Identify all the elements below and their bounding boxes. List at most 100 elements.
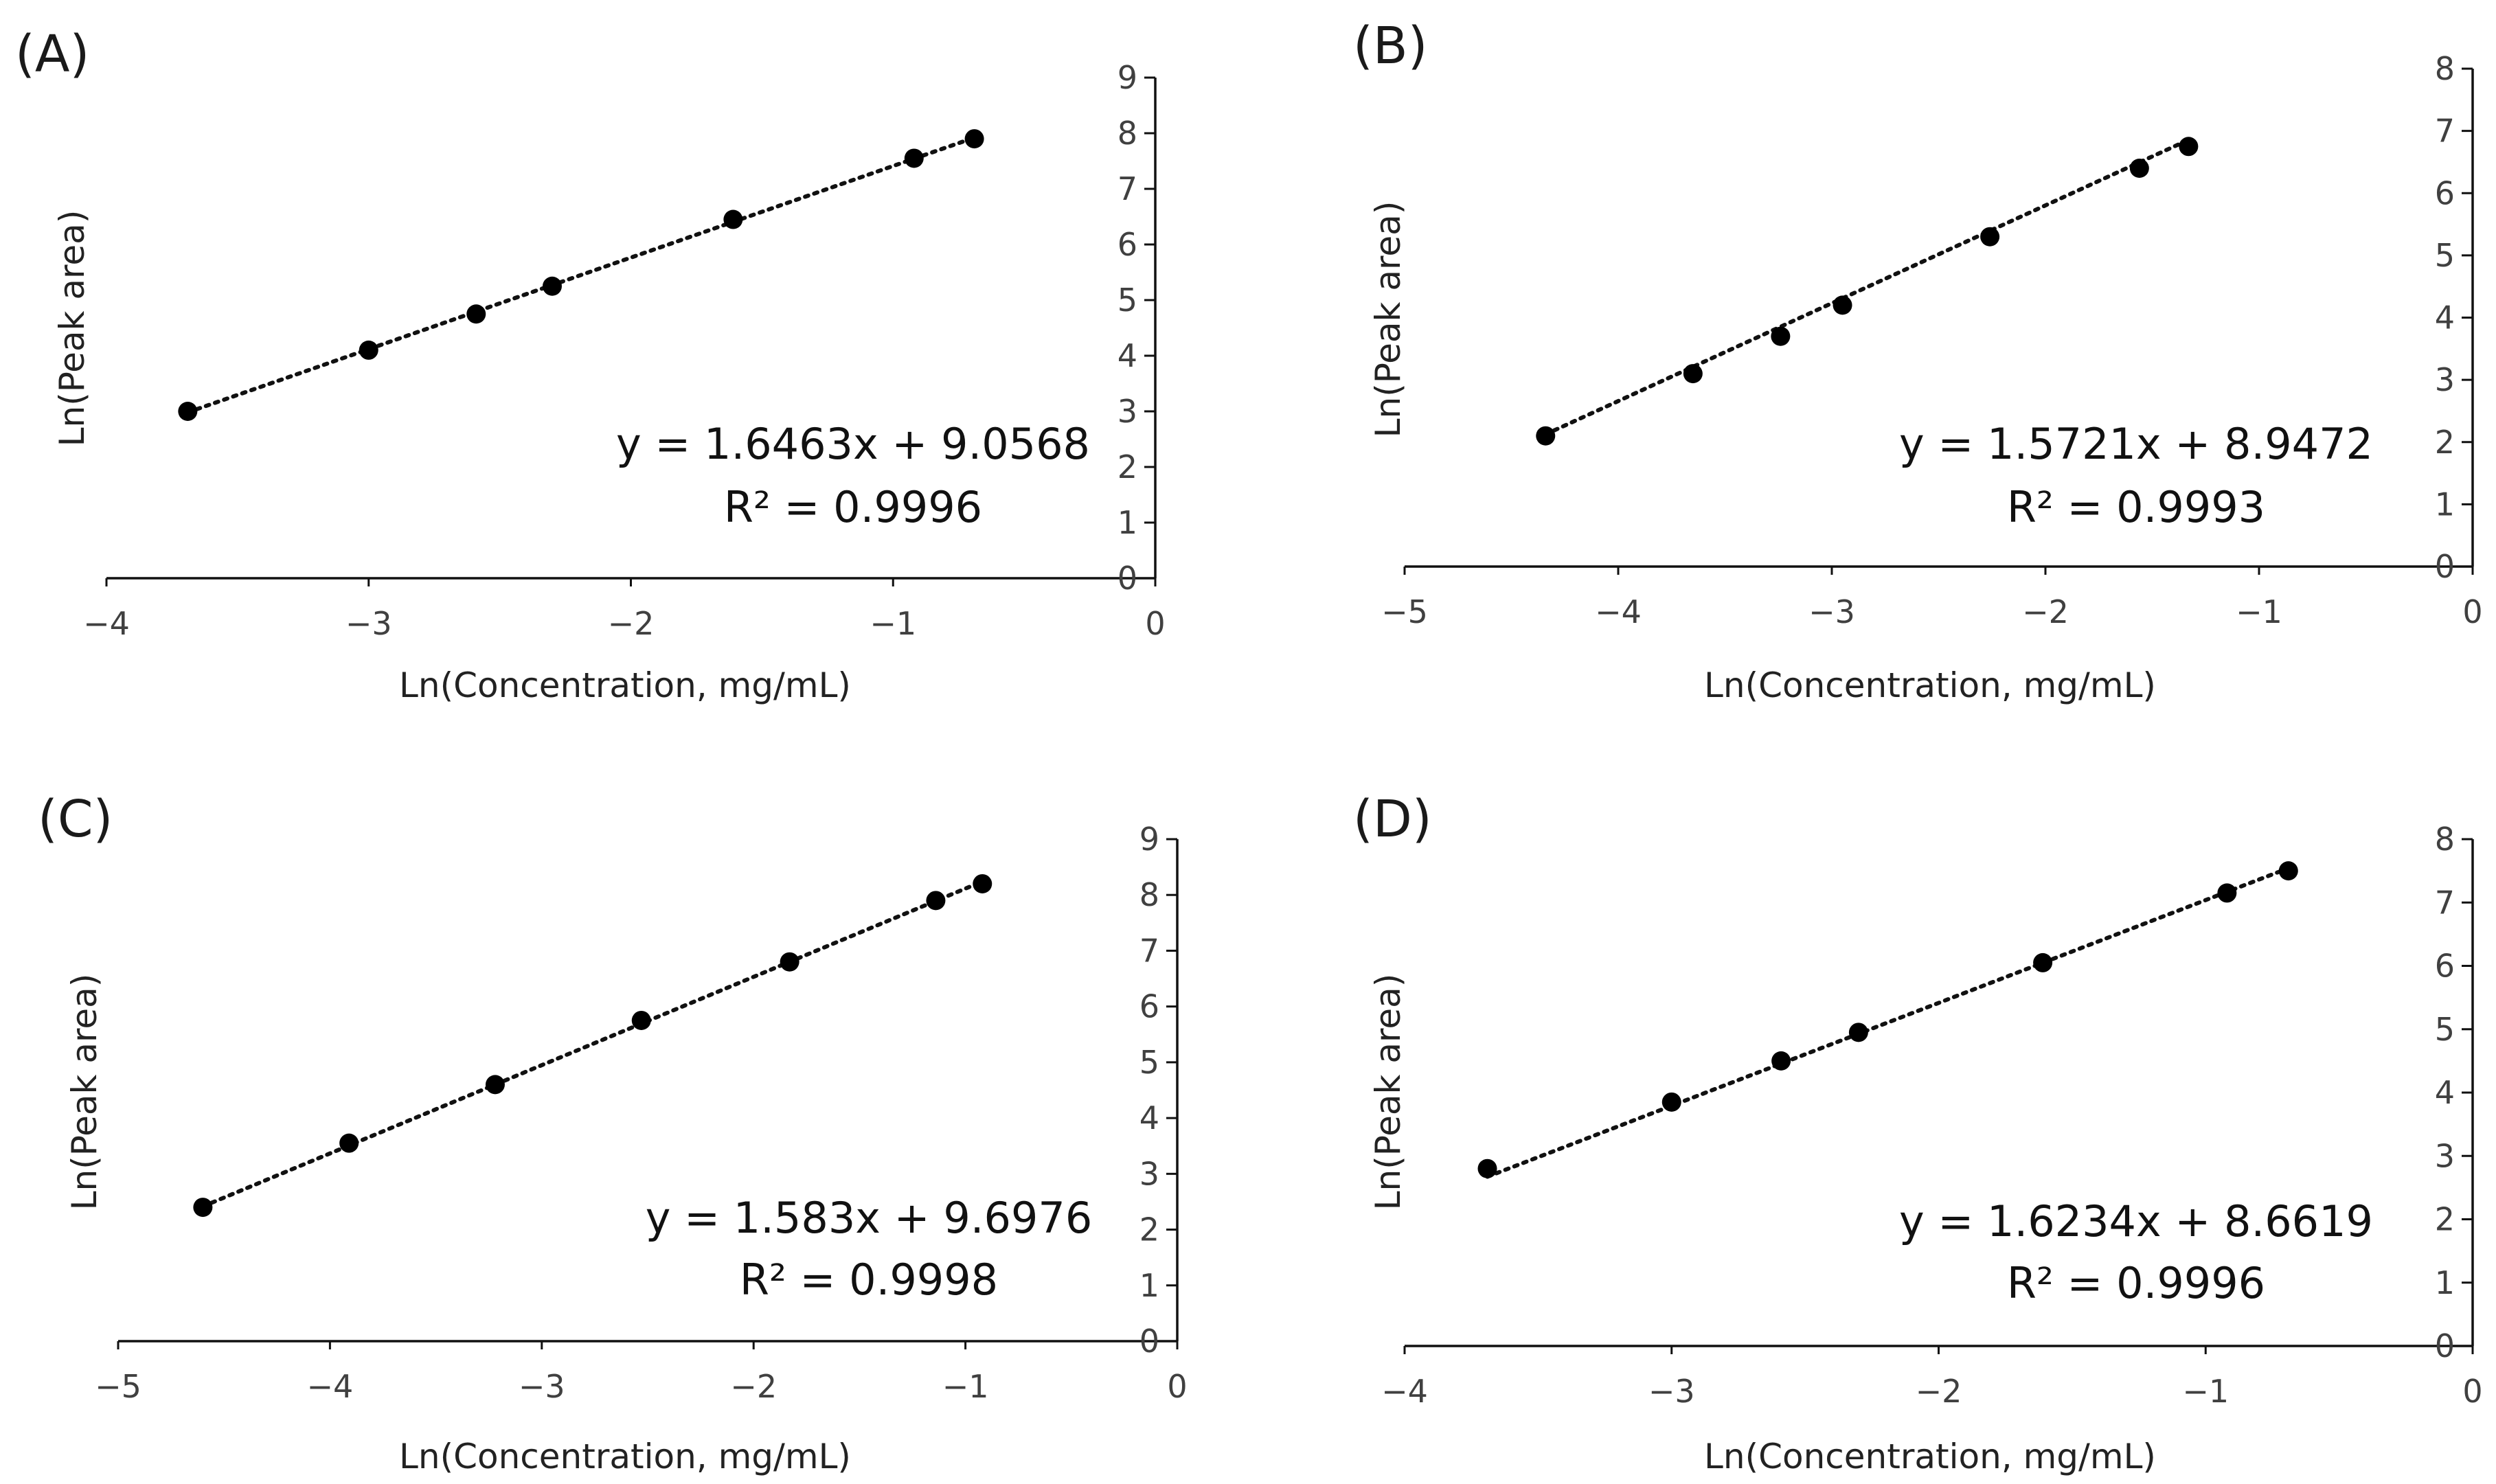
data-point xyxy=(2278,861,2298,881)
x-tick-label: −5 xyxy=(1381,593,1428,630)
data-point xyxy=(2217,883,2237,903)
y-tick-label: 1 xyxy=(2435,1264,2455,1301)
chart-panel-0: (A) 0 1 2 3 4 5 6 7 8 9 −4 −3 −2 −1 0 Ln(Concentration, … xyxy=(15,25,1166,705)
x-tick-label: −4 xyxy=(83,605,130,642)
x-tick-label: −3 xyxy=(1808,593,1855,630)
y-tick-label: 3 xyxy=(1117,393,1137,430)
x-tick-label: −4 xyxy=(1595,593,1642,630)
y-tick-label: 9 xyxy=(1139,821,1159,858)
y-tick-label: 4 xyxy=(1117,337,1137,374)
y-tick-label: 1 xyxy=(1139,1267,1159,1304)
y-tick-label: 6 xyxy=(1139,988,1159,1025)
regression-equation: y = 1.5721x + 8.9472 xyxy=(1899,419,2373,469)
x-tick-label: −5 xyxy=(95,1368,141,1405)
y-tick-label: 4 xyxy=(1139,1099,1159,1137)
panel-label: (B) xyxy=(1353,16,1428,76)
x-tick-label: −4 xyxy=(1381,1373,1428,1410)
y-tick-label: 0 xyxy=(1117,560,1137,597)
trendline xyxy=(1485,866,2291,1179)
x-axis-title: Ln(Concentration, mg/mL) xyxy=(1704,665,2156,705)
y-tick-label: 5 xyxy=(2435,237,2455,274)
data-point xyxy=(904,148,924,168)
data-point xyxy=(780,952,799,972)
data-point xyxy=(973,874,992,893)
y-tick-label: 0 xyxy=(2435,1327,2455,1365)
y-axis-title: Ln(Peak area) xyxy=(1368,201,1408,438)
data-point xyxy=(485,1075,505,1095)
trendline xyxy=(1543,137,2191,437)
data-point xyxy=(1661,1092,1681,1112)
y-tick-label: 5 xyxy=(1117,282,1137,319)
r-squared: R² = 0.9996 xyxy=(2007,1258,2265,1308)
x-tick-label: 0 xyxy=(1167,1368,1187,1405)
x-axis-title: Ln(Concentration, mg/mL) xyxy=(399,1437,851,1476)
panel-label: (D) xyxy=(1353,790,1432,849)
y-tick-label: 6 xyxy=(2435,948,2455,985)
data-point xyxy=(1771,1051,1791,1071)
y-tick-label: 7 xyxy=(2435,884,2455,921)
y-tick-label: 6 xyxy=(1117,226,1137,263)
x-tick-label: −3 xyxy=(519,1368,565,1405)
x-tick-label: −2 xyxy=(2022,593,2069,630)
regression-equation: y = 1.6463x + 9.0568 xyxy=(616,419,1090,469)
x-tick-label: −3 xyxy=(1648,1373,1695,1410)
x-tick-label: −1 xyxy=(2236,593,2282,630)
x-tick-label: 0 xyxy=(1145,605,1165,642)
trendline xyxy=(185,135,977,415)
data-point xyxy=(631,1010,651,1030)
y-tick-label: 6 xyxy=(2435,174,2455,212)
y-tick-label: 8 xyxy=(2435,821,2455,858)
data-point xyxy=(926,891,946,911)
y-tick-label: 3 xyxy=(2435,361,2455,398)
data-point xyxy=(723,209,743,229)
data-point xyxy=(178,402,198,421)
x-tick-label: −4 xyxy=(306,1368,353,1405)
data-point xyxy=(2179,137,2199,157)
x-tick-label: −3 xyxy=(345,605,392,642)
x-axis-title: Ln(Concentration, mg/mL) xyxy=(1704,1437,2156,1476)
data-point xyxy=(359,340,378,360)
data-point xyxy=(2033,952,2053,972)
chart-panel-2: (C) 0 1 2 3 4 5 6 7 8 9 −5 −4 −3 −2 −1 0 Ln(Concentration… xyxy=(38,790,1188,1476)
x-tick-label: −1 xyxy=(870,605,916,642)
regression-equation: y = 1.6234x + 8.6619 xyxy=(1899,1196,2373,1246)
y-tick-label: 2 xyxy=(1139,1211,1159,1248)
x-tick-label: 0 xyxy=(2462,1373,2482,1410)
y-tick-label: 4 xyxy=(2435,299,2455,336)
data-point xyxy=(1833,295,1852,315)
data-point xyxy=(2129,159,2149,178)
y-tick-label: 3 xyxy=(1139,1155,1159,1192)
y-axis-title: Ln(Peak area) xyxy=(65,974,104,1211)
x-axis-title: Ln(Concentration, mg/mL) xyxy=(399,665,851,705)
r-squared: R² = 0.9998 xyxy=(740,1255,998,1305)
data-point xyxy=(542,276,562,296)
y-axis-title: Ln(Peak area) xyxy=(1368,974,1408,1211)
y-tick-label: 0 xyxy=(1139,1323,1159,1360)
y-tick-label: 2 xyxy=(2435,1201,2455,1238)
y-axis-title: Ln(Peak area) xyxy=(52,210,92,447)
data-point xyxy=(1536,426,1556,446)
y-tick-label: 9 xyxy=(1117,59,1137,96)
x-tick-label: −2 xyxy=(1916,1373,1962,1410)
y-tick-label: 2 xyxy=(2435,424,2455,461)
data-point xyxy=(339,1133,359,1153)
data-point xyxy=(1683,364,1703,384)
y-tick-label: 7 xyxy=(1117,170,1137,207)
data-point xyxy=(1848,1023,1868,1042)
panel-label: (C) xyxy=(38,790,113,849)
x-tick-label: −1 xyxy=(2182,1373,2229,1410)
y-tick-label: 8 xyxy=(2435,50,2455,87)
y-tick-label: 2 xyxy=(1117,448,1137,486)
data-point xyxy=(1477,1158,1497,1178)
data-point xyxy=(466,304,486,324)
x-tick-label: −1 xyxy=(942,1368,989,1405)
chart-panel-1: (B) 0 1 2 3 4 5 6 7 8 −5 −4 −3 −2 −1 0 Ln(Concentration,… xyxy=(1353,16,2483,705)
y-tick-label: 8 xyxy=(1117,115,1137,152)
r-squared: R² = 0.9993 xyxy=(2007,482,2265,532)
trendline xyxy=(201,879,985,1209)
data-point xyxy=(1771,326,1791,346)
y-tick-label: 4 xyxy=(2435,1074,2455,1111)
x-tick-label: −2 xyxy=(608,605,655,642)
y-tick-label: 3 xyxy=(2435,1137,2455,1174)
